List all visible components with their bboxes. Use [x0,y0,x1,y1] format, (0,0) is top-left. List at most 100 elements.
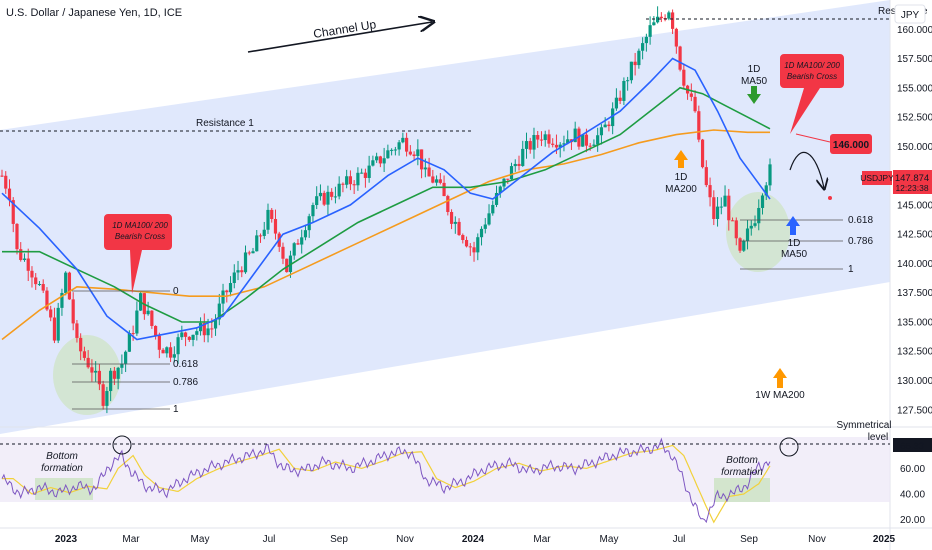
rsi-line [1,437,771,524]
candle [700,138,705,169]
candle [378,155,382,168]
candle [97,364,102,391]
candle [449,209,454,230]
candle [611,102,615,135]
candle [228,276,233,297]
candle [509,162,514,180]
candle [667,10,671,21]
candle [693,90,697,113]
candle [217,293,221,326]
projection-curve [789,151,824,188]
candle [558,142,562,158]
candle [243,245,248,274]
symmetrical-level-label-2: level [868,432,889,443]
candle [656,6,660,24]
price-tick-label: 150.000 [897,142,932,153]
candle [292,242,296,260]
candle [652,16,656,26]
candle [457,218,461,236]
rsi-series [1,437,771,524]
candle [49,305,53,322]
price-tick-label: 130.000 [897,376,932,387]
target-line [795,133,831,143]
candle [303,224,308,241]
rsi-tick-label: 40.00 [900,490,925,501]
candle [412,151,416,161]
candle [768,158,772,191]
candle [183,331,188,347]
ma200-1d-label-1: 1D [675,172,688,183]
fib-left-0: 0 [173,286,179,297]
bottom-formation-left-1: Bottom [46,451,78,462]
candle [240,266,244,278]
candle [337,176,341,200]
svg-text:12:23:38: 12:23:38 [895,183,928,193]
candle [581,134,585,147]
candle [734,217,738,246]
candle [213,314,218,336]
candle [434,175,439,186]
candle [760,193,765,215]
candle [629,61,633,84]
svg-text:Bearish Cross: Bearish Cross [787,72,837,81]
candle [191,334,195,347]
candle [41,279,45,294]
svg-text:146.000: 146.000 [833,140,870,151]
candle [536,130,540,148]
candle [56,302,60,344]
candle [757,199,761,231]
fib-right-1: 1 [848,264,854,275]
resistance-1-label: Resistance 1 [196,118,254,129]
candle [641,37,645,60]
candle [543,130,547,147]
candle [704,160,708,188]
time-tick-label: Nov [396,534,414,545]
candle [109,367,113,402]
candle [86,350,90,369]
candle [596,127,600,152]
candle [363,168,367,188]
candle [300,229,304,254]
currency-button[interactable]: JPY [894,4,926,24]
candle [637,48,641,69]
candle [90,359,94,382]
candle [232,264,236,289]
rsi-value-tag: 65.33 [893,438,932,452]
candle [348,170,353,191]
symbol-title[interactable]: U.S. Dollar / Japanese Yen, 1D, ICE [6,7,182,19]
candle [258,233,263,243]
time-axis: 2023 Mar May Jul Sep Nov 2024 Mar May Jul Sep Nov 20… [55,534,896,545]
ma50-1d-bottom-label-1: 1D [788,238,801,249]
down-arrow-ma50-1d [747,86,761,104]
candle [281,242,285,265]
candle [34,273,38,290]
candle [26,248,30,282]
time-tick-label: Mar [122,534,140,545]
candle [405,132,409,157]
candle [79,333,83,361]
candle [82,346,87,361]
time-tick-label: Jul [673,534,686,545]
candle [464,236,469,248]
candle [326,185,330,215]
candle [367,155,371,183]
candle [318,184,323,201]
bottom-highlight-right [726,192,790,272]
candle [165,346,169,358]
candle [498,185,502,198]
candle [674,27,678,54]
channel-up-arrow [247,22,432,53]
candle [764,182,768,201]
ma50-1d-bottom-label-2: MA50 [781,249,808,260]
time-tick-label: May [600,534,619,545]
candle [202,313,206,343]
candle [251,247,255,254]
candle [135,301,139,336]
candle [270,208,274,223]
rsi-tick-label: 20.00 [900,515,925,526]
svg-text:65.33: 65.33 [900,441,924,452]
rsi-circle-right [779,437,799,457]
candle [539,131,544,147]
